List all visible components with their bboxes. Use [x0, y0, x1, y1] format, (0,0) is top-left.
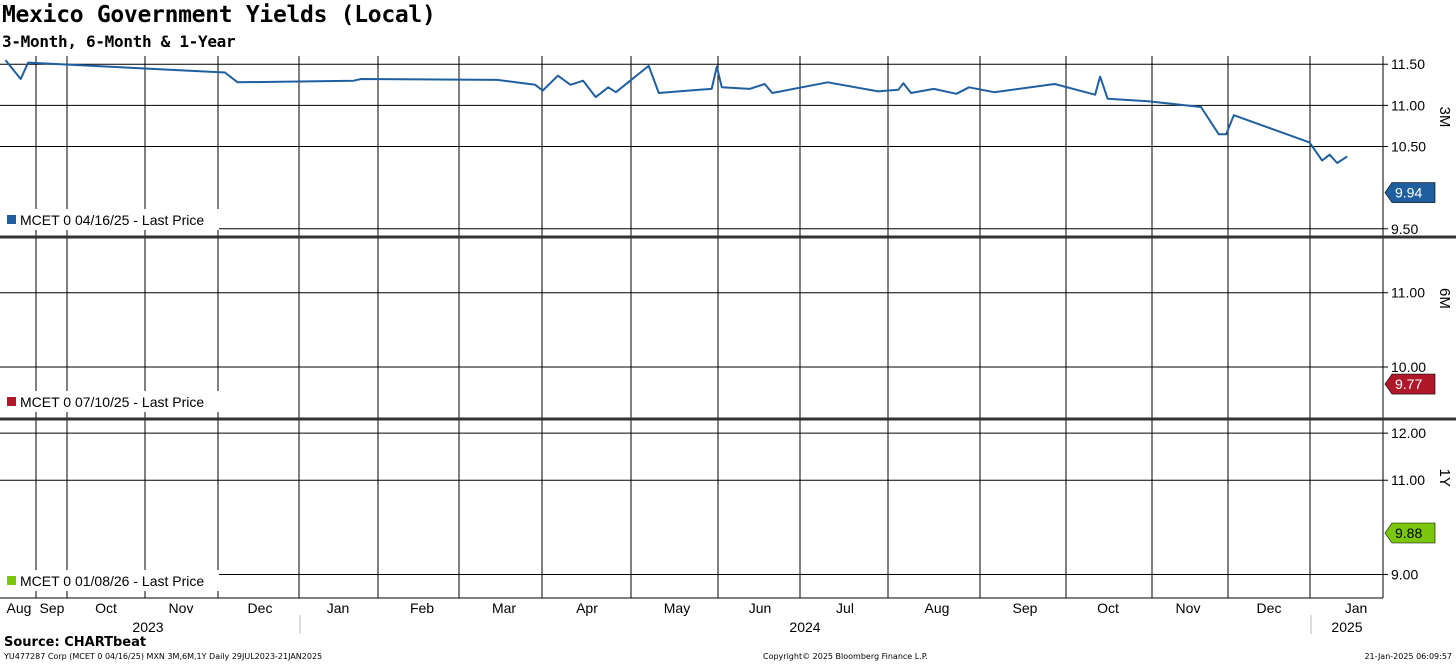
- footer-ticker: YU477287 Corp (MCET 0 04/16/25) MXN 3M,6…: [4, 652, 323, 661]
- x-tick-label: Jun: [749, 600, 772, 616]
- x-tick-label: Feb: [410, 600, 434, 616]
- x-year-label: 2024: [789, 619, 820, 635]
- y-tick-label: 11.00: [1391, 97, 1425, 113]
- source-note: Source: CHARTbeat: [4, 635, 147, 650]
- y-tick-label: 11.50: [1391, 56, 1425, 72]
- chart-panel-3m: 11.50 11.00 10.50 9.50 3M MCET 0 04/16/25 - L…: [0, 56, 1453, 237]
- legend-box: [0, 570, 219, 591]
- x-tick-label: Nov: [169, 600, 194, 616]
- y-tick-label: 10.50: [1391, 139, 1426, 155]
- legend-swatch: [7, 397, 16, 406]
- footer-copyright: Copyright© 2025 Bloomberg Finance L.P.: [763, 652, 928, 661]
- x-tick-label: Sep: [1013, 600, 1038, 616]
- legend-box: [0, 391, 219, 412]
- chart-panel-1y: 12.00 11.00 9.00 1Y MCET 0 01/08/26 - Last P…: [0, 419, 1453, 598]
- x-year-label: 2025: [1331, 619, 1362, 635]
- y-tick-label: 9.00: [1391, 566, 1418, 582]
- axis-label-3m: 3M: [1436, 107, 1453, 128]
- y-tick-label: 11.00: [1391, 285, 1425, 301]
- x-tick-label: Aug: [7, 600, 32, 616]
- last-value-tag: [1384, 522, 1436, 544]
- x-tick-label: Mar: [492, 600, 516, 616]
- axis-label-1y: 1Y: [1436, 469, 1453, 487]
- legend-label: MCET 0 04/16/25 - Last Price: [20, 212, 204, 228]
- y-tick-label: 9.50: [1391, 221, 1418, 237]
- x-tick-label: May: [664, 600, 690, 616]
- x-tick-label: Jan: [327, 600, 350, 616]
- y-tick-label: 11.00: [1391, 472, 1425, 488]
- legend-box: [0, 209, 219, 230]
- last-value-tag: [1384, 182, 1436, 203]
- y-tick-label: 12.00: [1391, 425, 1426, 441]
- x-tick-label: Jan: [1345, 600, 1368, 616]
- legend-label: MCET 0 01/08/26 - Last Price: [20, 573, 204, 589]
- series-line-3m: [4, 59, 1348, 164]
- x-tick-label: Oct: [95, 600, 117, 616]
- axis-label-6m: 6M: [1436, 288, 1453, 309]
- x-tick-label: Jul: [836, 600, 854, 616]
- legend-swatch: [7, 215, 16, 224]
- chart-subtitle: 3-Month, 6-Month & 1-Year: [2, 32, 236, 51]
- last-value-tag: [1384, 373, 1436, 395]
- last-value-label: 9.88: [1395, 525, 1422, 541]
- x-tick-label: Nov: [1176, 600, 1201, 616]
- x-tick-label: Dec: [248, 600, 273, 616]
- x-tick-label: Aug: [925, 600, 950, 616]
- last-value-label: 9.77: [1395, 376, 1422, 392]
- last-value-label: 9.94: [1395, 185, 1422, 201]
- x-tick-label: Oct: [1097, 600, 1119, 616]
- legend-label: MCET 0 07/10/25 - Last Price: [20, 394, 204, 410]
- x-tick-label: Apr: [576, 600, 598, 616]
- chart-panel-6m: 11.00 10.00 6M MCET 0 07/10/25 - Last Price…: [0, 237, 1453, 419]
- x-year-label: 2023: [132, 619, 163, 635]
- legend-swatch: [7, 576, 16, 585]
- footer-timestamp: 21-Jan-2025 06:09:57: [1364, 652, 1452, 661]
- chart-title: Mexico Government Yields (Local): [2, 2, 436, 28]
- x-tick-label: Sep: [40, 600, 65, 616]
- y-tick-label: 10.00: [1391, 359, 1426, 375]
- x-tick-label: Dec: [1257, 600, 1282, 616]
